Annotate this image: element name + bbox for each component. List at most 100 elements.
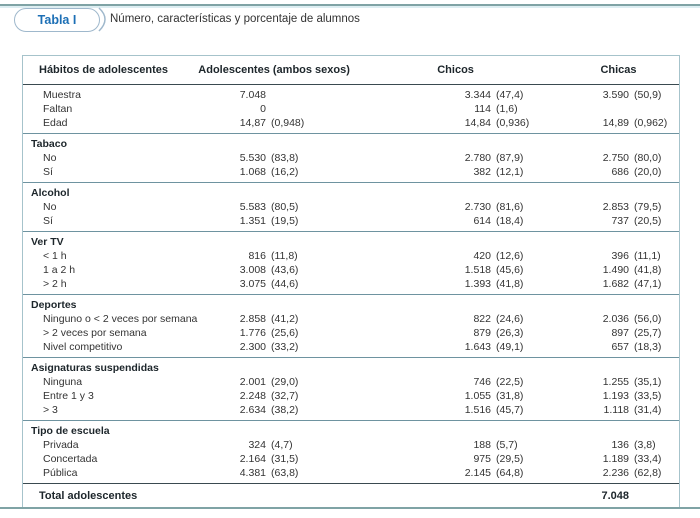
cell-percentage: (0,962) — [634, 117, 668, 129]
cell-percentage: (4,7) — [271, 439, 293, 451]
column-header-boys: Chicos — [437, 64, 474, 76]
row-label: 1 a 2 h — [43, 264, 76, 276]
badge-arc-decoration — [98, 7, 106, 32]
value-cell: 382 (12,1) — [313, 165, 538, 179]
cell-count: 1.193 — [602, 390, 629, 402]
cell-count: 136 — [611, 439, 629, 451]
cell-count: 2.036 — [602, 313, 629, 325]
value-cell: 1.255 (35,1) — [538, 375, 676, 389]
cell-percentage: (47,1) — [634, 278, 662, 290]
cell-count: 324 — [248, 439, 266, 451]
cell-count: 5.583 — [239, 201, 266, 213]
cell-percentage: (12,1) — [496, 166, 524, 178]
value-cell: 897 (25,7) — [538, 326, 676, 340]
cell-percentage: (11,8) — [271, 250, 298, 262]
cell-percentage: (11,1) — [634, 250, 661, 262]
value-cell: 2.858 (41,2) — [193, 312, 313, 326]
total-row-label: Total adolescentes — [39, 490, 138, 502]
table-row: > 2 veces por semana 1.776 (25,6) 879 (26,3)… — [23, 326, 679, 340]
row-label: Edad — [43, 117, 68, 129]
column-header-girls: Chicas — [600, 64, 637, 76]
cell-percentage: (43,6) — [271, 264, 299, 276]
value-cell: 1.118 (31,4) — [538, 403, 676, 417]
bottom-rule — [0, 507, 700, 509]
value-cell: 2.001 (29,0) — [193, 375, 313, 389]
value-cell: 2.634 (38,2) — [193, 403, 313, 417]
row-label: Privada — [43, 439, 79, 451]
cell-percentage: (56,0) — [634, 313, 662, 325]
cell-count: 420 — [473, 250, 491, 262]
cell-percentage: (29,0) — [271, 376, 299, 388]
cell-count: 14,89 — [602, 117, 629, 129]
table-section: Asignaturas suspendidas Ninguna 2.001 (29,0… — [23, 357, 679, 420]
table-row: 1 a 2 h 3.008 (43,6) 1.518 (45,6) 1.490 (41,8) — [23, 263, 679, 277]
cell-count: 1.516 — [464, 404, 491, 416]
cell-percentage: (25,7) — [634, 327, 662, 339]
row-label: Pública — [43, 467, 78, 479]
cell-percentage: (80,0) — [634, 152, 662, 164]
cell-percentage: (26,3) — [496, 327, 524, 339]
cell-count: 2.145 — [464, 467, 491, 479]
value-cell: 822 (24,6) — [313, 312, 538, 326]
cell-count: 1.055 — [464, 390, 491, 402]
table-title: Número, características y porcentaje de … — [110, 13, 360, 25]
cell-count: 1.393 — [464, 278, 491, 290]
section-header-row: Tipo de escuela — [23, 424, 679, 438]
value-cell: 1.351 (19,5) — [193, 214, 313, 228]
table-row: Sí 1.068 (16,2) 382 (12,1) 686 (20,0) — [23, 165, 679, 179]
cell-count — [538, 102, 629, 116]
table-row: Pública 4.381 (63,8) 2.145 (64,8) 2.236 (62,8) — [23, 466, 679, 480]
cell-percentage: (62,8) — [634, 467, 662, 479]
cell-count: 737 — [611, 215, 629, 227]
cell-percentage — [266, 102, 313, 116]
cell-percentage: (16,2) — [271, 166, 299, 178]
value-cell: 3.008 (43,6) — [193, 263, 313, 277]
section-header-row: Tabaco — [23, 137, 679, 151]
value-cell: 136 (3,8) — [538, 438, 676, 452]
row-label: No — [43, 201, 57, 213]
cell-percentage: (47,4) — [496, 89, 524, 101]
cell-count: 2.001 — [239, 376, 266, 388]
cell-count: 1.351 — [239, 215, 266, 227]
value-cell: 14,89 (0,962) — [538, 116, 676, 130]
table-section: Muestra 7.048 3.344 (47,4) 3.590 (50,9) Faltan… — [23, 85, 679, 133]
cell-count: 2.780 — [464, 152, 491, 164]
value-cell: 1.490 (41,8) — [538, 263, 676, 277]
value-cell: 1.189 (33,4) — [538, 452, 676, 466]
value-cell: 3.590 (50,9) — [538, 88, 676, 102]
cell-count: 897 — [611, 327, 629, 339]
cell-count: 3.344 — [464, 89, 491, 101]
value-cell: 1.776 (25,6) — [193, 326, 313, 340]
cell-percentage: (33,5) — [634, 390, 662, 402]
cell-percentage: (64,8) — [496, 467, 524, 479]
cell-percentage: (32,7) — [271, 390, 299, 402]
cell-percentage: (19,5) — [271, 215, 299, 227]
row-label: Ninguna — [43, 376, 83, 388]
value-cell: 614 (18,4) — [313, 214, 538, 228]
table-row: Entre 1 y 3 2.248 (32,7) 1.055 (31,8) 1.193 (3… — [23, 389, 679, 403]
cell-count: 1.189 — [602, 453, 629, 465]
cell-count: 2.236 — [602, 467, 629, 479]
table-badge: Tabla I — [14, 8, 100, 32]
cell-count: 1.118 — [603, 404, 630, 416]
value-cell: 975 (29,5) — [313, 452, 538, 466]
table-section: Ver TV < 1 h 816 (11,8) 420 (12,6) 396 (11,1) 1 … — [23, 231, 679, 294]
section-header-row: Deportes — [23, 298, 679, 312]
value-cell: 2.780 (87,9) — [313, 151, 538, 165]
cell-count: 7.048 — [239, 89, 266, 101]
cell-count: 382 — [473, 166, 491, 178]
cell-percentage: (79,5) — [634, 201, 662, 213]
table-row: Ninguna 2.001 (29,0) 746 (22,5) 1.255 (35,1) — [23, 375, 679, 389]
value-cell: 14,84 (0,936) — [313, 116, 538, 130]
value-cell: 2.853 (79,5) — [538, 200, 676, 214]
value-cell: 1.068 (16,2) — [193, 165, 313, 179]
cell-percentage: (20,5) — [634, 215, 662, 227]
cell-count: 746 — [473, 376, 491, 388]
table-row: Muestra 7.048 3.344 (47,4) 3.590 (50,9) — [23, 88, 679, 102]
cell-count: 657 — [611, 341, 629, 353]
cell-percentage: (5,7) — [496, 439, 518, 451]
cell-percentage: (3,8) — [634, 439, 656, 451]
cell-percentage: (31,5) — [271, 453, 299, 465]
row-label: > 3 — [43, 404, 58, 416]
cell-percentage — [266, 88, 313, 102]
